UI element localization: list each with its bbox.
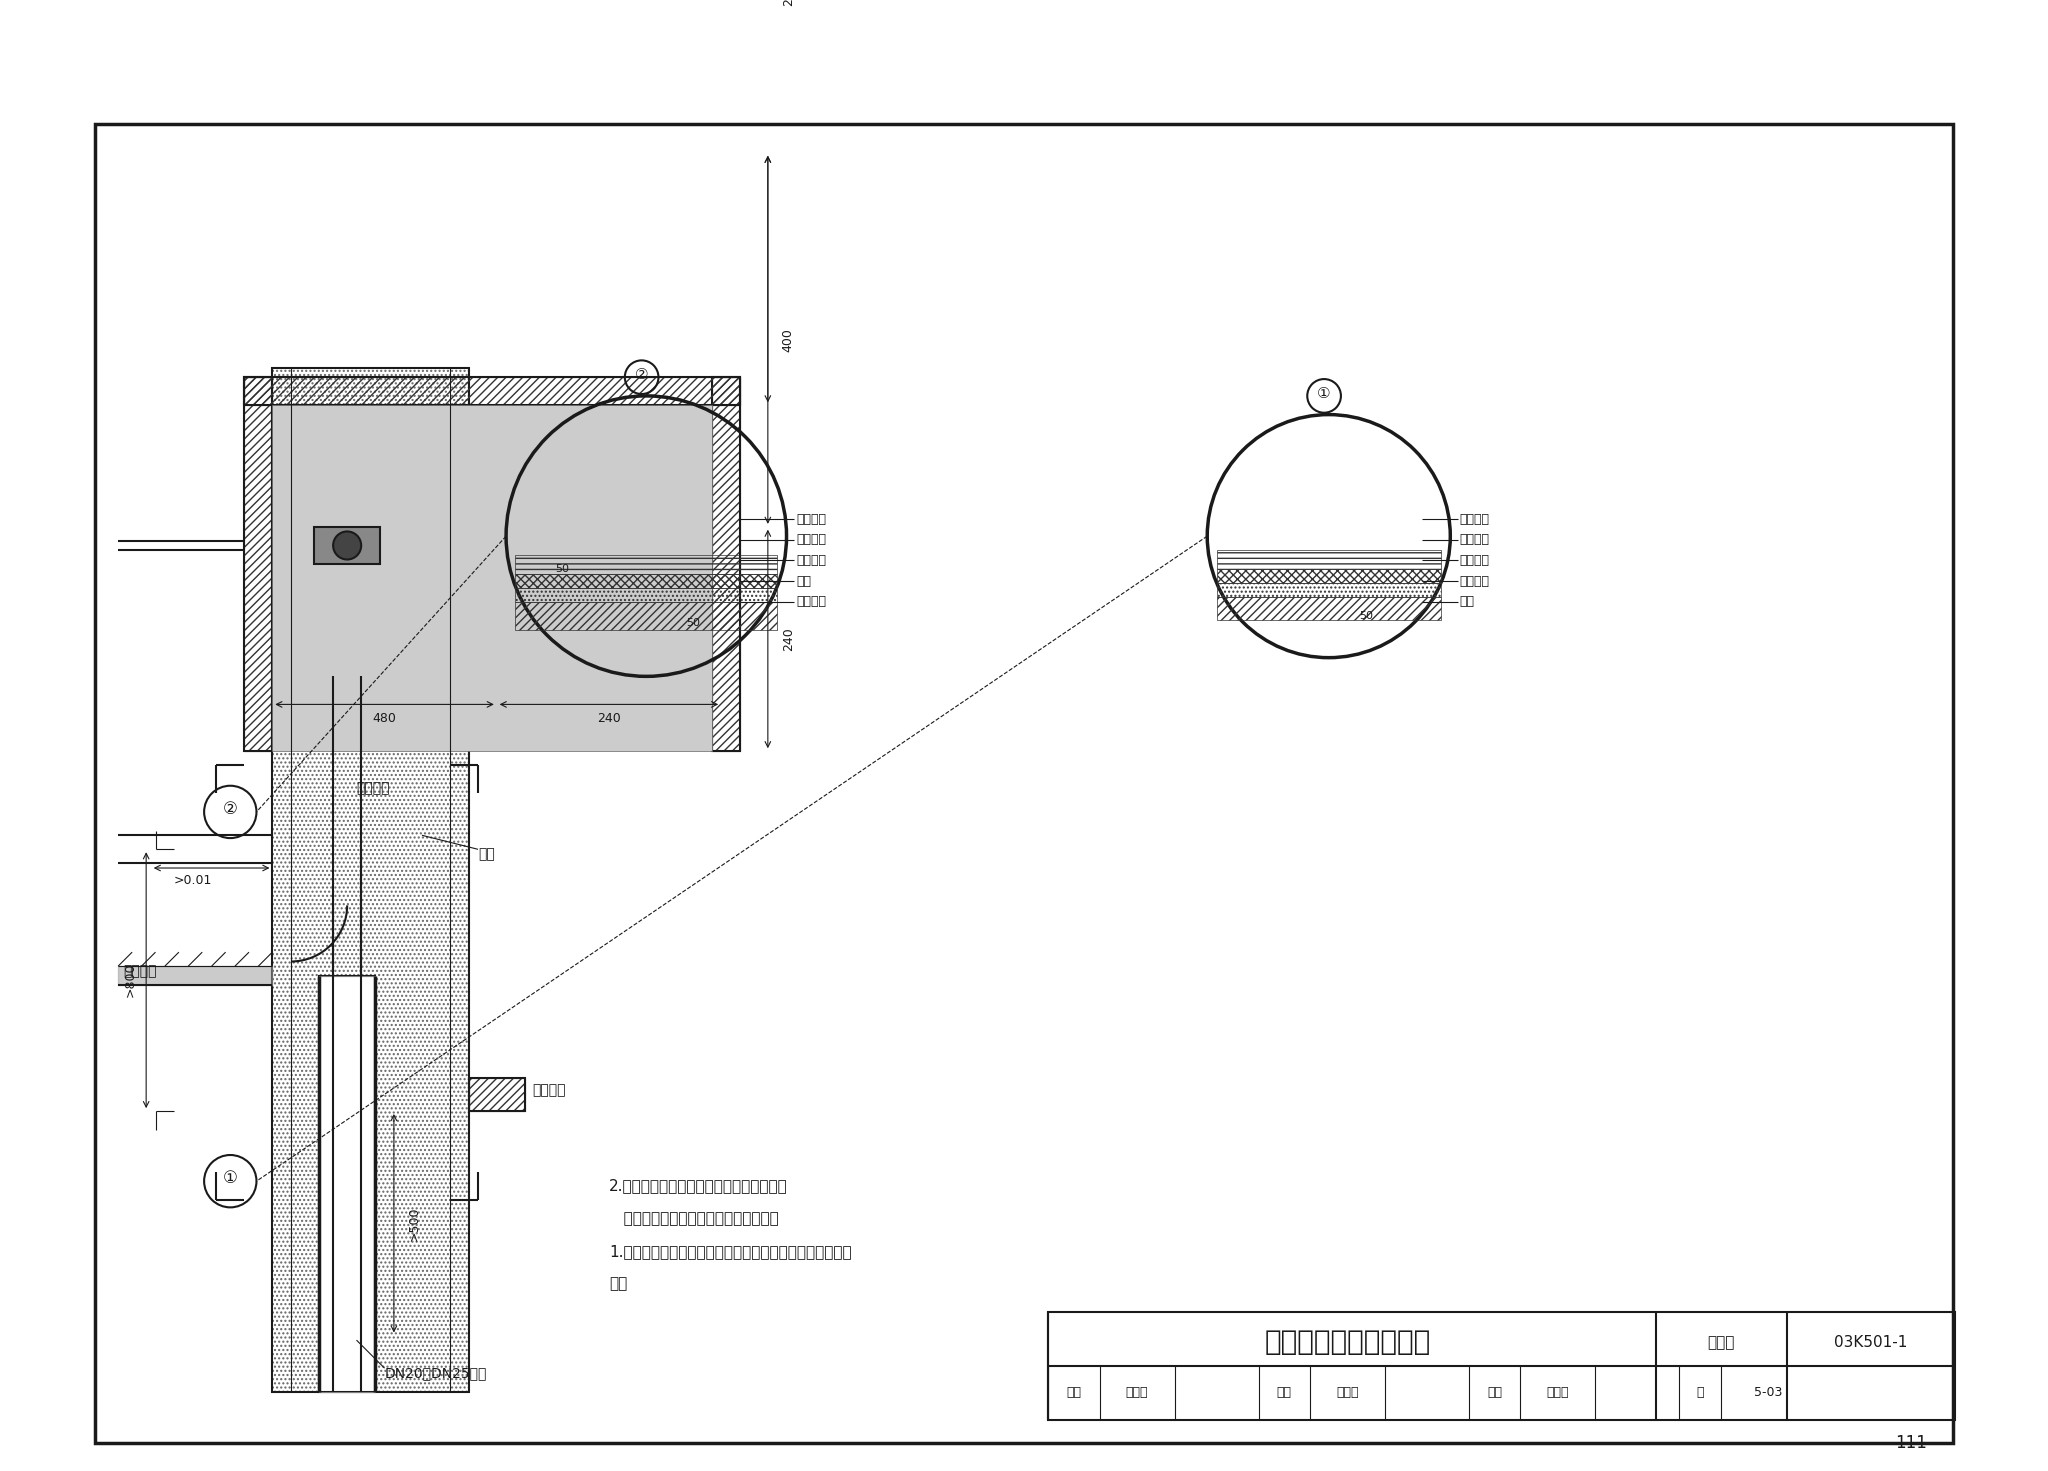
Text: 沥青堵严: 沥青堵严 xyxy=(1460,575,1489,587)
Text: >0.01: >0.01 xyxy=(174,874,213,887)
Text: 50: 50 xyxy=(1360,610,1372,621)
Text: ①: ① xyxy=(1317,385,1331,400)
Bar xyxy=(1217,583,1442,597)
Bar xyxy=(244,377,739,405)
Bar xyxy=(319,975,375,1392)
Text: 页: 页 xyxy=(1696,1387,1704,1399)
Text: 室外地坪: 室外地坪 xyxy=(123,964,156,978)
Text: 室内地面: 室内地面 xyxy=(532,1083,565,1097)
Text: 沥青堵严: 沥青堵严 xyxy=(797,555,825,566)
Bar xyxy=(244,377,739,405)
Text: 油麻填实: 油麻填实 xyxy=(1460,555,1489,566)
Bar xyxy=(469,1078,524,1111)
Bar xyxy=(272,405,713,752)
Bar xyxy=(1049,1312,1956,1420)
Bar xyxy=(516,587,776,602)
Text: ②: ② xyxy=(635,366,649,382)
Text: 戴海洋: 戴海洋 xyxy=(1335,1387,1358,1399)
Text: 审核: 审核 xyxy=(1067,1387,1081,1399)
Bar xyxy=(244,377,272,752)
Text: 5-03: 5-03 xyxy=(1753,1387,1782,1399)
Bar xyxy=(713,377,739,752)
Text: 套管: 套管 xyxy=(1460,596,1475,608)
Text: 水泥砂浆: 水泥砂浆 xyxy=(1460,534,1489,546)
Bar xyxy=(516,555,776,574)
Text: 50: 50 xyxy=(555,563,569,574)
Bar xyxy=(469,1078,524,1111)
Text: 图集号: 图集号 xyxy=(1708,1334,1735,1350)
Text: 燃气管道室内引入作法: 燃气管道室内引入作法 xyxy=(1264,1328,1432,1356)
Text: 240: 240 xyxy=(782,0,795,6)
Text: DN20～DN25丝端: DN20～DN25丝端 xyxy=(385,1367,487,1380)
Text: 胡卫卫: 胡卫卫 xyxy=(1546,1387,1569,1399)
Text: 240: 240 xyxy=(782,627,795,650)
Text: ②: ② xyxy=(223,800,238,818)
Text: 240: 240 xyxy=(598,712,621,725)
Text: 水泥砂浆: 水泥砂浆 xyxy=(356,781,389,796)
Text: 03K501-1: 03K501-1 xyxy=(1835,1334,1907,1350)
Text: 水泥砂浆: 水泥砂浆 xyxy=(797,513,825,525)
Text: 套管: 套管 xyxy=(797,575,811,587)
Bar xyxy=(244,377,272,752)
Text: 油麻填实: 油麻填实 xyxy=(797,534,825,546)
Text: >500: >500 xyxy=(408,1206,422,1240)
Text: 注：: 注： xyxy=(608,1277,627,1292)
Text: 燃气管道: 燃气管道 xyxy=(1460,513,1489,525)
Bar xyxy=(713,377,739,752)
Text: 设计: 设计 xyxy=(1487,1387,1501,1399)
Bar xyxy=(272,368,469,1392)
Bar xyxy=(1217,597,1442,621)
Text: 2.外墙至室内地面之管段采用加强防腐层。: 2.外墙至室内地面之管段采用加强防腐层。 xyxy=(608,1178,788,1193)
Text: 1.本图为由室外直接引入室内的燃气管道口作法，管材采用: 1.本图为由室外直接引入室内的燃气管道口作法，管材采用 xyxy=(608,1244,852,1259)
Bar xyxy=(272,368,469,1392)
Text: 480: 480 xyxy=(373,712,397,725)
Bar xyxy=(1217,569,1442,583)
Text: 50: 50 xyxy=(686,618,700,628)
Bar xyxy=(516,574,776,587)
Text: >800: >800 xyxy=(123,964,137,997)
Bar xyxy=(1217,550,1442,569)
Text: 无缝钢管照等，套管可采用普通钢管。: 无缝钢管照等，套管可采用普通钢管。 xyxy=(608,1211,778,1227)
Text: 段洁仪: 段洁仪 xyxy=(1126,1387,1149,1399)
Circle shape xyxy=(334,531,360,559)
Text: 111: 111 xyxy=(1894,1434,1927,1452)
Text: 填砂: 填砂 xyxy=(477,847,496,861)
Text: 燃气管道: 燃气管道 xyxy=(797,596,825,608)
Bar xyxy=(315,527,379,565)
Text: 校对: 校对 xyxy=(1276,1387,1292,1399)
Text: 400: 400 xyxy=(782,328,795,352)
Bar xyxy=(516,602,776,630)
Text: ①: ① xyxy=(223,1169,238,1187)
Bar xyxy=(319,975,375,1392)
